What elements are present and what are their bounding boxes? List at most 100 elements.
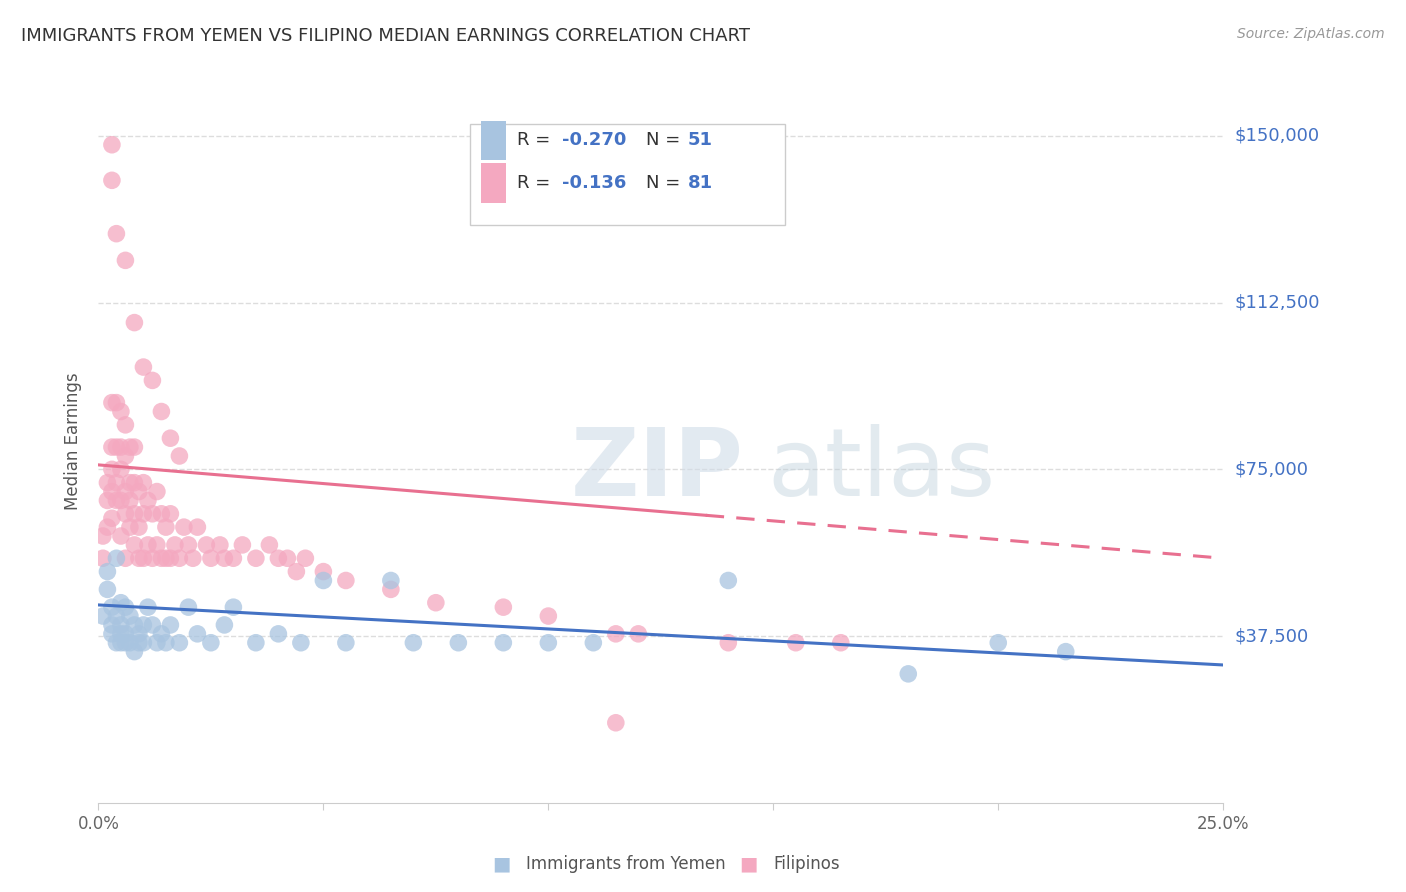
Point	[101, 484, 124, 499]
Point	[118, 475, 141, 490]
Text: atlas: atlas	[768, 425, 995, 516]
FancyBboxPatch shape	[470, 124, 785, 225]
Point	[114, 507, 136, 521]
Point	[492, 636, 515, 650]
Point	[259, 538, 281, 552]
Bar	[481, 163, 506, 203]
Point	[96, 565, 118, 579]
Point	[132, 551, 155, 566]
Point	[101, 600, 124, 615]
Point	[132, 360, 155, 375]
Y-axis label: Median Earnings: Median Earnings	[65, 373, 83, 510]
Point	[245, 636, 267, 650]
Text: N =: N =	[647, 174, 686, 192]
Point	[110, 462, 132, 476]
Point	[159, 507, 181, 521]
Point	[276, 551, 298, 566]
Text: ■: ■	[492, 855, 510, 874]
Point	[335, 574, 357, 588]
Point	[105, 227, 128, 241]
Point	[114, 253, 136, 268]
Point	[173, 520, 195, 534]
Point	[537, 609, 560, 624]
Text: $112,500: $112,500	[1234, 293, 1320, 311]
Point	[312, 574, 335, 588]
Point	[114, 627, 136, 641]
Point	[141, 373, 163, 387]
Text: ZIP: ZIP	[571, 425, 744, 516]
Point	[101, 511, 124, 525]
Text: Filipinos: Filipinos	[773, 855, 839, 873]
Point	[155, 520, 177, 534]
Point	[136, 538, 159, 552]
Point	[114, 551, 136, 566]
Point	[163, 538, 186, 552]
Point	[177, 538, 200, 552]
Point	[128, 520, 150, 534]
Point	[830, 636, 852, 650]
Point	[492, 600, 515, 615]
Point	[96, 582, 118, 597]
Point	[208, 538, 231, 552]
Point	[114, 600, 136, 615]
Text: -0.270: -0.270	[562, 131, 626, 149]
Point	[141, 618, 163, 632]
Point	[118, 440, 141, 454]
Point	[294, 551, 316, 566]
Text: -0.136: -0.136	[562, 174, 626, 192]
Point	[605, 715, 627, 730]
Point	[627, 627, 650, 641]
Point	[105, 395, 128, 409]
Point	[118, 609, 141, 624]
Point	[186, 627, 208, 641]
Point	[105, 475, 128, 490]
Point	[132, 636, 155, 650]
Point	[114, 449, 136, 463]
Point	[110, 627, 132, 641]
Bar	[481, 120, 506, 161]
Point	[425, 596, 447, 610]
Point	[285, 565, 308, 579]
Text: $150,000: $150,000	[1234, 127, 1319, 145]
Point	[214, 551, 236, 566]
Point	[177, 600, 200, 615]
Point	[124, 475, 146, 490]
Point	[91, 551, 114, 566]
Point	[380, 582, 402, 597]
Point	[91, 529, 114, 543]
Text: Immigrants from Yemen: Immigrants from Yemen	[526, 855, 725, 873]
Point	[124, 507, 146, 521]
Text: IMMIGRANTS FROM YEMEN VS FILIPINO MEDIAN EARNINGS CORRELATION CHART: IMMIGRANTS FROM YEMEN VS FILIPINO MEDIAN…	[21, 27, 749, 45]
Point	[96, 520, 118, 534]
Point	[105, 636, 128, 650]
Point	[101, 462, 124, 476]
Point	[159, 618, 181, 632]
Point	[222, 600, 245, 615]
Point	[200, 551, 222, 566]
Point	[150, 551, 173, 566]
Point	[141, 507, 163, 521]
Text: 51: 51	[688, 131, 713, 149]
Point	[91, 609, 114, 624]
Point	[110, 529, 132, 543]
Point	[987, 636, 1010, 650]
Point	[101, 137, 124, 152]
Point	[96, 493, 118, 508]
Point	[222, 551, 245, 566]
Point	[110, 596, 132, 610]
Point	[214, 618, 236, 632]
Point	[159, 431, 181, 445]
Text: R =: R =	[517, 174, 555, 192]
Point	[105, 440, 128, 454]
Point	[118, 636, 141, 650]
Point	[159, 551, 181, 566]
Point	[110, 636, 132, 650]
Point	[146, 636, 169, 650]
Point	[605, 627, 627, 641]
Point	[101, 627, 124, 641]
Point	[155, 551, 177, 566]
Point	[105, 551, 128, 566]
Text: N =: N =	[647, 131, 686, 149]
Point	[447, 636, 470, 650]
Point	[101, 618, 124, 632]
